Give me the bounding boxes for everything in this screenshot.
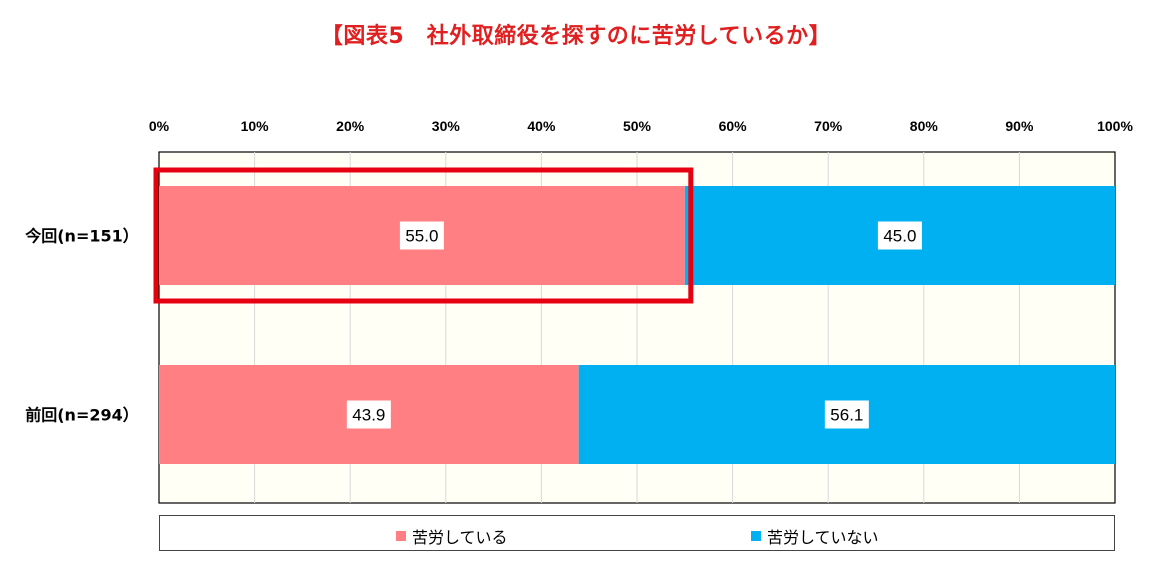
x-tick-label: 50% — [623, 118, 652, 134]
legend-swatch-series-2 — [751, 531, 761, 541]
legend-label-series-2: 苦労していない — [767, 528, 879, 547]
legend-item-series-2: 苦労していない — [751, 524, 879, 548]
x-tick-label: 30% — [432, 118, 461, 134]
category-label: 前回(n=294） — [25, 406, 139, 425]
legend: 苦労している 苦労していない — [159, 515, 1115, 551]
chart-title: 【図表5 社外取締役を探すのに苦労しているか】 — [320, 24, 832, 49]
legend-item-series-1: 苦労している — [396, 524, 508, 548]
value-label-background — [346, 400, 391, 429]
value-label-background — [824, 400, 869, 429]
highlight-frame — [153, 167, 694, 304]
x-tick-label: 80% — [910, 118, 939, 134]
value-label: 56.1 — [830, 406, 863, 425]
x-tick-label: 10% — [241, 118, 270, 134]
value-label-background — [399, 221, 444, 250]
value-label: 45.0 — [883, 227, 916, 246]
bar-chart: 0% 10% 20% 30% 40% 50% 60% 70% 80% 90% 100% 今回(n=1… — [24, 118, 1133, 504]
x-tick-label: 0% — [149, 118, 170, 134]
x-tick-label: 60% — [719, 118, 748, 134]
value-label: 43.9 — [352, 406, 385, 425]
category-label: 今回(n=151） — [24, 227, 139, 246]
x-tick-label: 100% — [1097, 118, 1133, 134]
x-tick-label: 90% — [1005, 118, 1034, 134]
value-label: 55.0 — [405, 227, 438, 246]
legend-swatch-series-1 — [396, 531, 406, 541]
value-label-background — [877, 221, 922, 250]
x-tick-label: 20% — [336, 118, 365, 134]
x-tick-label: 70% — [814, 118, 843, 134]
x-tick-label: 40% — [527, 118, 556, 134]
legend-label-series-1: 苦労している — [412, 528, 508, 547]
